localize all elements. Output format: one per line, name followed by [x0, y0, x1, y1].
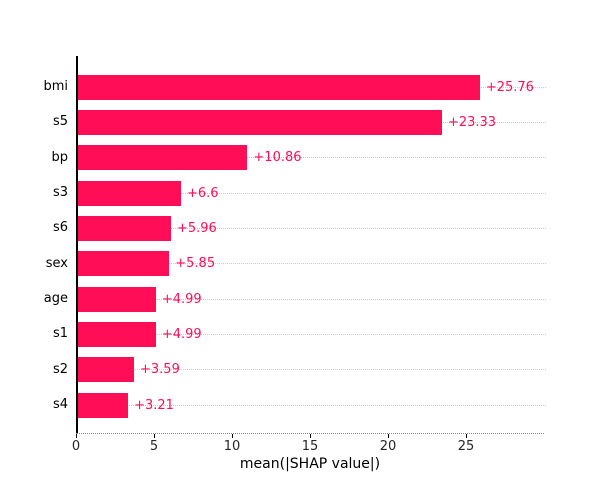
value-label-sex: +5.85: [175, 256, 216, 272]
value-label-s4: +3.21: [134, 397, 174, 413]
x-tick-mark: [231, 434, 233, 438]
bar-bmi: [78, 74, 480, 100]
value-label-s3: +6.6: [186, 185, 219, 201]
gridline: [78, 333, 546, 335]
gridline: [78, 157, 546, 159]
bar-s1: [78, 321, 156, 347]
y-tick-label-s6: s6: [52, 220, 68, 236]
bar-age: [78, 286, 156, 312]
x-tick-mark: [153, 434, 155, 438]
gridline: [78, 263, 546, 265]
bar-s5: [78, 109, 442, 135]
gridline: [78, 227, 546, 229]
y-tick-label-s5: s5: [52, 114, 68, 130]
x-tick-label-25: 25: [457, 439, 475, 454]
x-tick-mark: [387, 434, 389, 438]
x-axis-line: [76, 433, 544, 434]
x-tick-label-10: 10: [223, 439, 241, 454]
gridline: [78, 404, 546, 406]
value-label-s5: +23.33: [447, 114, 497, 130]
x-tick-label-15: 15: [301, 439, 319, 454]
gridline: [78, 369, 546, 371]
value-label-s2: +3.59: [140, 362, 180, 378]
value-label-s1: +4.99: [161, 326, 202, 342]
y-tick-label-s4: s4: [52, 397, 68, 413]
x-tick-label-0: 0: [71, 439, 81, 454]
y-tick-label-sex: sex: [45, 255, 68, 271]
x-tick-label-5: 5: [149, 439, 159, 454]
y-tick-label-s2: s2: [52, 361, 68, 377]
value-label-age: +4.99: [161, 291, 202, 307]
y-tick-label-age: age: [43, 291, 68, 307]
gridline: [78, 298, 546, 300]
y-tick-label-bp: bp: [51, 149, 68, 165]
value-label-bmi: +25.76: [485, 79, 534, 95]
gridline: [78, 192, 546, 194]
x-tick-label-20: 20: [379, 439, 397, 454]
bar-sex: [78, 251, 170, 277]
y-tick-label-s1: s1: [52, 326, 68, 342]
x-axis-title: mean(|SHAP value|): [239, 456, 381, 472]
x-tick-mark: [75, 434, 77, 438]
bar-s3: [78, 180, 181, 206]
plot-area: +25.76 +23.33 +10.86 +6.6 +5.96 +5.85 +4.99 +4.…: [76, 56, 546, 434]
bar-s6: [78, 215, 171, 241]
x-tick-mark: [465, 434, 467, 438]
bar-bp: [78, 145, 248, 171]
y-tick-label-s3: s3: [52, 185, 68, 201]
value-label-bp: +10.86: [253, 150, 302, 166]
x-tick-mark: [309, 434, 311, 438]
bar-s2: [78, 357, 134, 383]
value-label-s6: +5.96: [176, 220, 217, 236]
bar-s4: [78, 392, 129, 418]
y-tick-label-bmi: bmi: [43, 79, 68, 94]
